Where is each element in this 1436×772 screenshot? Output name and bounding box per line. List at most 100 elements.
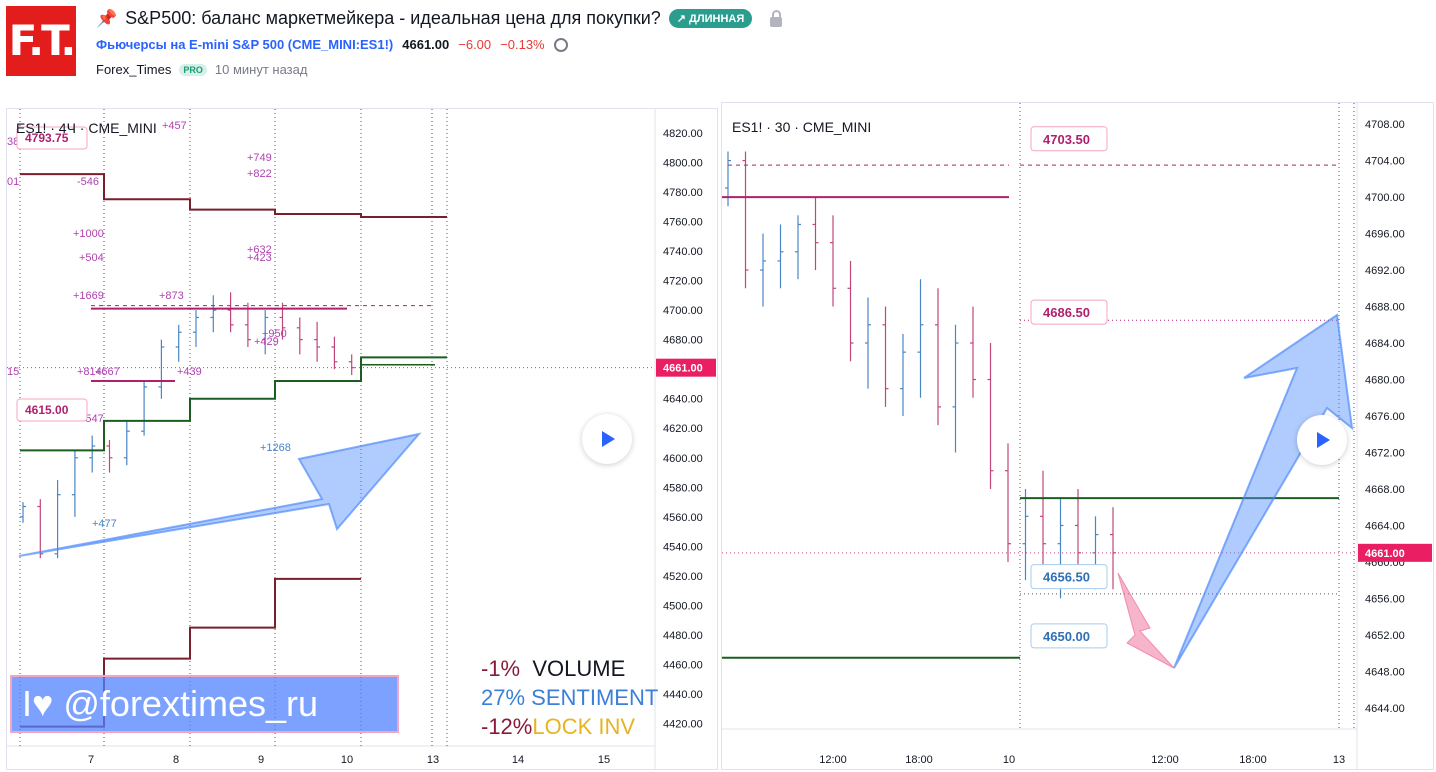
author-logo[interactable]: F.T. bbox=[6, 6, 76, 76]
y-tick-label: 4520.00 bbox=[663, 571, 703, 583]
volume-level-label: +423 bbox=[247, 252, 272, 264]
stat-volume: -1% VOLUME bbox=[481, 656, 626, 681]
price-callout-label: 4703.50 bbox=[1043, 132, 1090, 147]
price-callout bbox=[16, 398, 88, 422]
volume-level-label: +814 bbox=[77, 366, 102, 378]
y-tick-label: 4620.00 bbox=[663, 423, 703, 435]
chart-4h-title: ES1! · 4Ч · CME_MINI bbox=[16, 120, 157, 136]
title-row: 📌 S&P500: баланс маркетмейкера - идеальн… bbox=[96, 8, 783, 29]
price-callout-label: 4656.50 bbox=[1043, 570, 1090, 585]
x-tick-label: 12:00 bbox=[1151, 754, 1179, 766]
bullish-arrow bbox=[1173, 313, 1354, 669]
idea-header: F.T. 📌 S&P500: баланс маркетмейкера - ид… bbox=[0, 0, 1436, 100]
x-tick-label: 8 bbox=[173, 754, 179, 766]
last-price-marker bbox=[1358, 543, 1432, 562]
y-tick-label: 4656.00 bbox=[1365, 593, 1405, 605]
branding-banner: I♥ @forextimes_ru bbox=[10, 675, 399, 733]
volume-level-label: +439 bbox=[177, 366, 202, 378]
y-tick-label: 4720.00 bbox=[663, 276, 703, 288]
volume-level-label: 15 bbox=[7, 366, 19, 378]
author-name[interactable]: Forex_Times bbox=[96, 62, 172, 77]
volume-level-label: +477 bbox=[92, 518, 117, 530]
y-tick-label: 4664.00 bbox=[1365, 520, 1405, 532]
price-callout-label: 4615.00 bbox=[25, 403, 69, 417]
price-callout-label: 4650.00 bbox=[1043, 629, 1090, 644]
y-tick-label: 4460.00 bbox=[663, 660, 703, 672]
y-tick-label: 4704.00 bbox=[1365, 156, 1405, 168]
symbol-link[interactable]: Фьючерсы на E-mini S&P 500 (CME_MINI:ES1… bbox=[96, 37, 394, 52]
y-tick-label: 4696.00 bbox=[1365, 229, 1405, 241]
y-tick-label: 4820.00 bbox=[663, 128, 703, 140]
pro-badge: PRO bbox=[179, 63, 207, 76]
x-tick-label: 13 bbox=[1333, 754, 1345, 766]
y-tick-label: 4700.00 bbox=[1365, 192, 1405, 204]
x-tick-label: 18:00 bbox=[1239, 754, 1267, 766]
y-tick-label: 4644.00 bbox=[1365, 703, 1405, 715]
stat-lock-inv: -12%LOCK INV bbox=[481, 714, 636, 739]
y-tick-label: 4740.00 bbox=[663, 246, 703, 258]
volume-level-label: 38 bbox=[7, 136, 19, 148]
volume-level-label: +667 bbox=[95, 366, 120, 378]
volume-level-label: +1268 bbox=[260, 442, 291, 454]
price-change: −6.00 bbox=[458, 37, 492, 52]
x-tick-label: 10 bbox=[341, 754, 353, 766]
y-tick-label: 4680.00 bbox=[1365, 375, 1405, 387]
volume-level-label: +457 bbox=[162, 120, 187, 132]
y-tick-label: 4760.00 bbox=[663, 216, 703, 228]
x-tick-label: 13 bbox=[427, 754, 439, 766]
y-tick-label: 4652.00 bbox=[1365, 630, 1405, 642]
price-callout bbox=[1030, 564, 1108, 590]
last-price-label: 4661.00 bbox=[1365, 548, 1405, 560]
stats-block: -1% VOLUME 27% SENTIMENT -12%LOCK INV bbox=[481, 654, 658, 741]
y-tick-label: 4600.00 bbox=[663, 453, 703, 465]
volume-level-label: -546 bbox=[77, 176, 99, 188]
y-tick-label: 4800.00 bbox=[663, 157, 703, 169]
y-tick-label: 4672.00 bbox=[1365, 447, 1405, 459]
volume-level-label: +1000 bbox=[73, 228, 104, 240]
pin-icon: 📌 bbox=[96, 8, 118, 28]
volume-level-label: +822 bbox=[247, 168, 272, 180]
symbol-row: Фьючерсы на E-mini S&P 500 (CME_MINI:ES1… bbox=[96, 37, 568, 52]
volume-level-label: +504 bbox=[79, 252, 104, 264]
y-tick-label: 4780.00 bbox=[663, 187, 703, 199]
x-tick-label: 18:00 bbox=[905, 754, 933, 766]
alarm-icon[interactable] bbox=[553, 37, 568, 52]
idea-title: S&P500: баланс маркетмейкера - идеальная… bbox=[125, 8, 661, 28]
last-price: 4661.00 bbox=[402, 37, 450, 52]
price-callout-label: 4793.75 bbox=[25, 131, 69, 145]
level-dark-red-steps bbox=[20, 173, 447, 219]
y-tick-label: 4440.00 bbox=[663, 689, 703, 701]
play-button[interactable] bbox=[582, 414, 632, 464]
y-tick-label: 4560.00 bbox=[663, 512, 703, 524]
volume-level-label: +1669 bbox=[73, 290, 104, 302]
volume-level-label: +429 bbox=[254, 336, 279, 348]
y-tick-label: 4648.00 bbox=[1365, 666, 1405, 678]
x-tick-label: 12:00 bbox=[819, 754, 847, 766]
y-tick-label: 4420.00 bbox=[663, 719, 703, 731]
long-badge: ↗ ДЛИННАЯ bbox=[668, 9, 753, 28]
price-callout-label: 4686.50 bbox=[1043, 305, 1090, 320]
last-price-label: 4661.00 bbox=[663, 363, 703, 375]
y-tick-label: 4668.00 bbox=[1365, 484, 1405, 496]
volume-level-label: +749 bbox=[247, 152, 272, 164]
price-change-pct: −0.13% bbox=[500, 37, 545, 52]
y-tick-label: 4692.00 bbox=[1365, 265, 1405, 277]
last-price-marker bbox=[656, 358, 716, 377]
y-tick-label: 4708.00 bbox=[1365, 119, 1405, 131]
play-button[interactable] bbox=[1297, 415, 1347, 465]
y-tick-label: 4500.00 bbox=[663, 600, 703, 612]
y-tick-label: 4540.00 bbox=[663, 541, 703, 553]
price-callout bbox=[1030, 623, 1108, 649]
y-tick-label: 4480.00 bbox=[663, 630, 703, 642]
x-tick-label: 7 bbox=[88, 754, 94, 766]
y-tick-label: 4676.00 bbox=[1365, 411, 1405, 423]
price-callout bbox=[1030, 299, 1108, 325]
y-tick-label: 4640.00 bbox=[663, 394, 703, 406]
x-tick-label: 10 bbox=[1003, 754, 1015, 766]
chart-panel-4h[interactable]: 4820.00 4800.00 4780.00 4760.00 4740.00 4720.… bbox=[6, 108, 718, 770]
volume-level-label: +632 bbox=[247, 244, 272, 256]
price-callout bbox=[16, 126, 88, 150]
y-tick-label: 4580.00 bbox=[663, 482, 703, 494]
published-time: 10 минут назад bbox=[214, 62, 308, 77]
chart-panel-30m[interactable]: 4708.00 4704.00 4700.00 4696.00 4692.00 4688.… bbox=[721, 102, 1434, 770]
